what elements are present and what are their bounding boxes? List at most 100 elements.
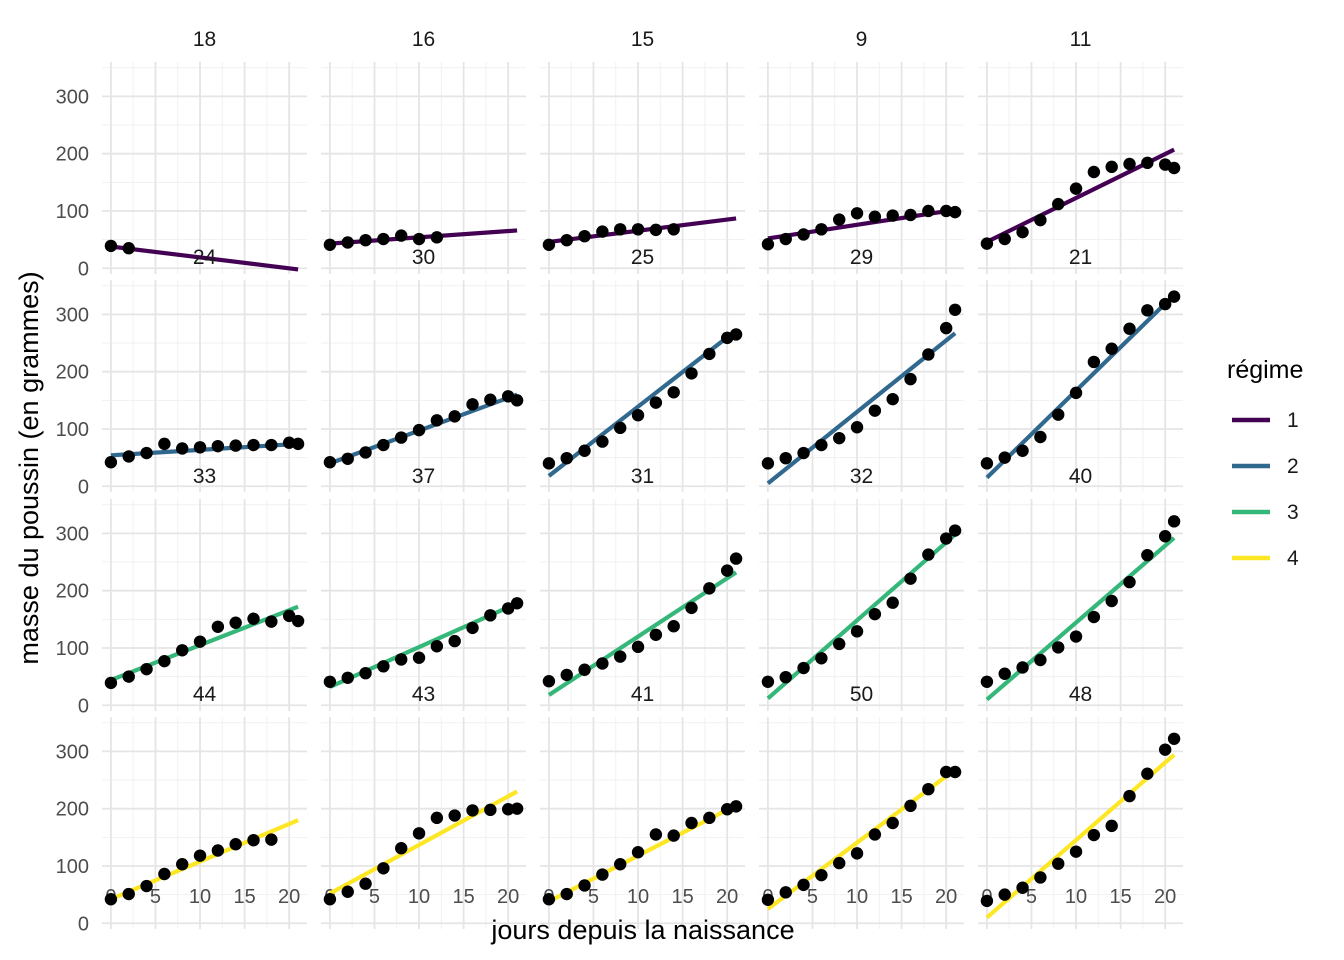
data-point — [229, 616, 242, 629]
facet-panel: 32 — [759, 465, 964, 711]
data-point — [323, 893, 337, 906]
data-point — [761, 893, 775, 906]
data-point — [797, 228, 810, 241]
data-point — [904, 372, 917, 386]
data-point — [466, 804, 479, 817]
data-point — [649, 223, 663, 237]
data-point — [501, 803, 515, 816]
data-point — [158, 654, 171, 668]
data-point — [104, 456, 118, 469]
data-point — [510, 802, 524, 815]
data-point — [922, 548, 935, 561]
data-point — [1167, 161, 1181, 175]
x-tick-label: 10 — [189, 886, 211, 908]
facet-strip-label: 41 — [631, 683, 654, 706]
data-point — [1069, 386, 1083, 400]
data-point — [395, 842, 408, 855]
data-point — [578, 444, 591, 457]
data-point — [1158, 530, 1172, 543]
facet-strip-label: 37 — [412, 465, 435, 488]
facet-strip-label: 43 — [412, 683, 435, 706]
data-point — [948, 524, 962, 537]
data-point — [1034, 871, 1047, 884]
data-point — [412, 827, 426, 840]
legend-item: 3 — [1232, 501, 1299, 524]
data-point — [596, 657, 609, 670]
facet-panel: 30 — [321, 246, 526, 492]
data-point — [797, 446, 810, 460]
data-point — [1123, 789, 1136, 803]
data-point — [948, 765, 962, 779]
data-point — [703, 811, 716, 825]
data-point — [448, 634, 461, 648]
fit-line — [985, 536, 1176, 702]
data-point — [412, 232, 426, 246]
data-point — [341, 671, 354, 684]
facet-panel: 16 — [321, 28, 526, 274]
data-point — [377, 660, 390, 673]
y-tick-label: 100 — [56, 419, 89, 441]
x-tick-label: 5 — [369, 886, 380, 908]
data-point — [868, 404, 882, 417]
data-point — [948, 205, 962, 219]
facet-panel: 31 — [540, 465, 745, 711]
facet-strip-label: 33 — [193, 465, 216, 488]
x-tick-label: 5 — [588, 886, 599, 908]
legend-item: 2 — [1232, 455, 1299, 478]
facet-panel: 15 — [540, 28, 745, 274]
data-point — [448, 410, 461, 423]
data-point — [729, 328, 743, 341]
data-point — [1034, 430, 1047, 444]
data-point — [815, 868, 828, 882]
data-point — [667, 223, 680, 236]
data-point — [578, 663, 591, 676]
data-point — [729, 800, 743, 813]
data-point — [448, 809, 461, 822]
data-point — [1069, 630, 1083, 643]
data-point — [176, 858, 189, 871]
data-point — [484, 393, 497, 406]
y-tick-label: 0 — [78, 913, 89, 935]
data-point — [1069, 845, 1083, 858]
data-point — [158, 867, 171, 881]
data-point — [1087, 355, 1101, 369]
data-point — [377, 438, 390, 452]
facet-panel: 37 — [321, 465, 526, 711]
data-point — [1016, 661, 1029, 674]
x-tick-label: 15 — [233, 886, 255, 908]
data-point — [922, 348, 935, 361]
data-point — [631, 846, 645, 859]
data-point — [359, 877, 372, 890]
y-tick-label: 300 — [56, 741, 89, 763]
data-point — [779, 886, 792, 899]
data-point — [359, 233, 372, 247]
x-tick-label: 10 — [1065, 886, 1087, 908]
facet-panel: 21 — [978, 246, 1183, 492]
data-point — [761, 675, 775, 688]
legend-title: régime — [1227, 356, 1303, 384]
facet-panel: 9 — [759, 28, 964, 274]
data-point — [560, 887, 573, 901]
facet-strip-label: 16 — [412, 28, 435, 51]
data-point — [833, 213, 846, 226]
data-point — [886, 816, 899, 830]
data-point — [104, 893, 118, 906]
facet-strip-label: 21 — [1069, 246, 1092, 269]
data-point — [211, 844, 225, 857]
data-point — [291, 614, 305, 628]
x-tick-label: 20 — [497, 886, 519, 908]
data-point — [948, 303, 962, 316]
data-point — [850, 421, 864, 434]
data-point — [104, 676, 118, 690]
data-point — [1052, 857, 1065, 870]
facet-strip-label: 15 — [631, 28, 654, 51]
data-point — [430, 231, 444, 244]
data-point — [229, 439, 242, 452]
data-point — [395, 229, 408, 242]
x-tick-label: 15 — [1109, 886, 1131, 908]
data-point — [815, 223, 828, 236]
data-point — [833, 637, 846, 651]
data-point — [466, 398, 479, 411]
data-point — [797, 878, 810, 892]
data-point — [1016, 881, 1029, 894]
